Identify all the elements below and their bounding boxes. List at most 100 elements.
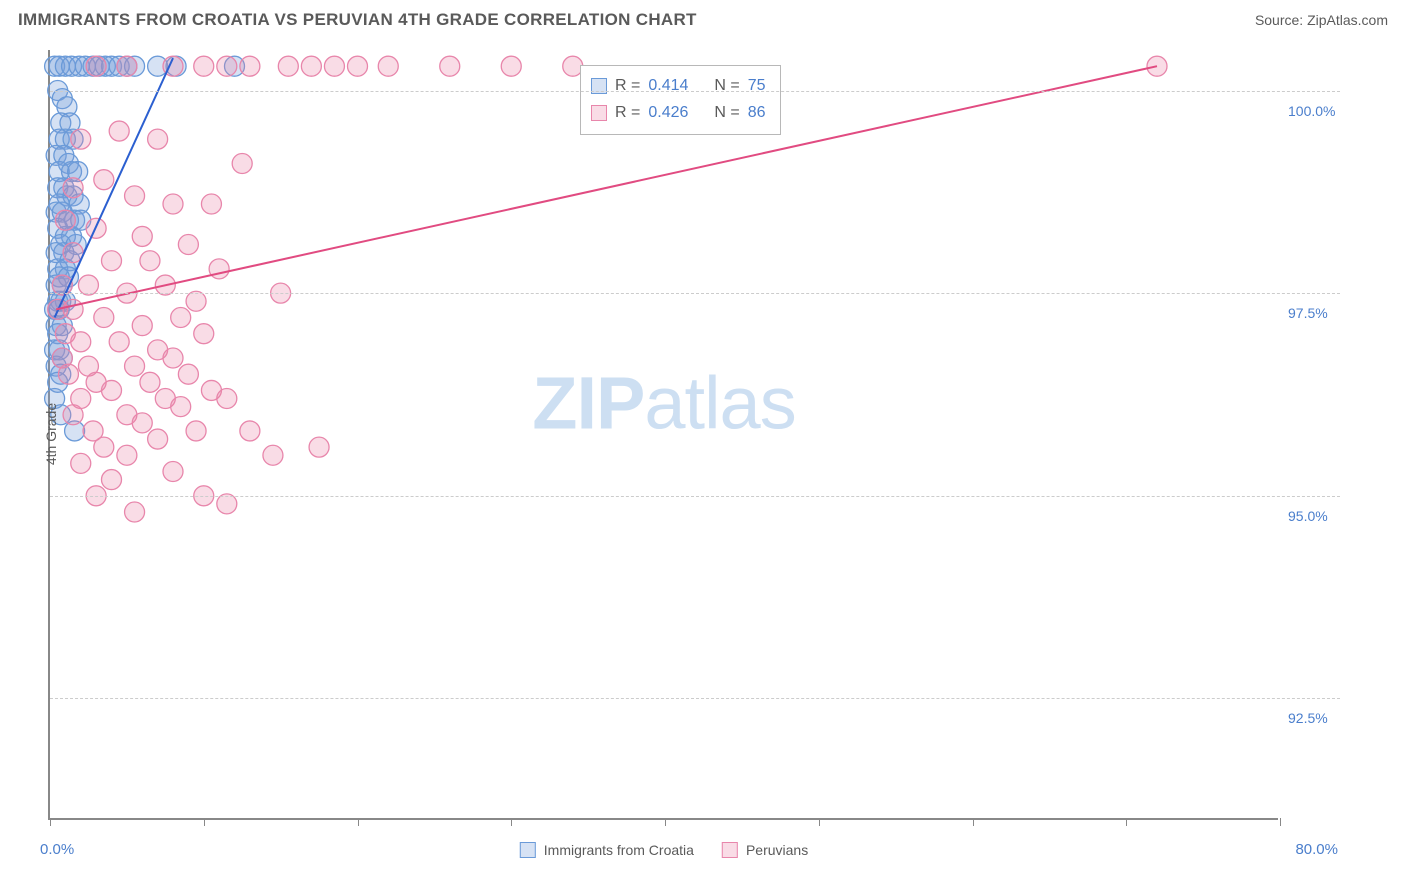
gridline-h (50, 496, 1340, 497)
scatter-point (117, 56, 137, 76)
stats-r-label: R = (615, 72, 640, 99)
chart-container: ZIPatlas R = 0.414N = 75R = 0.426N = 86 … (48, 50, 1388, 820)
scatter-point (240, 421, 260, 441)
legend-bottom: Immigrants from Croatia Peruvians (520, 842, 808, 858)
scatter-point (309, 437, 329, 457)
x-tick (50, 818, 51, 826)
scatter-point (125, 356, 145, 376)
scatter-svg (50, 50, 1280, 820)
legend-swatch-croatia (520, 842, 536, 858)
y-tick-label: 100.0% (1288, 103, 1378, 119)
scatter-point (78, 275, 98, 295)
scatter-point (171, 397, 191, 417)
scatter-point (194, 56, 214, 76)
scatter-point (217, 56, 237, 76)
x-tick (819, 818, 820, 826)
scatter-point (163, 194, 183, 214)
scatter-point (63, 178, 83, 198)
x-tick (1280, 818, 1281, 826)
scatter-point (278, 56, 298, 76)
y-tick-label: 92.5% (1288, 710, 1378, 726)
scatter-point (217, 494, 237, 514)
plot-area: ZIPatlas R = 0.414N = 75R = 0.426N = 86 … (48, 50, 1278, 820)
scatter-point (178, 235, 198, 255)
stats-legend-box: R = 0.414 N = 75 R = 0.426 N = 86 (580, 65, 781, 135)
legend-swatch-peruvians (722, 842, 738, 858)
gridline-h (50, 698, 1340, 699)
scatter-point (55, 210, 75, 230)
x-axis-max-label: 80.0% (1295, 841, 1338, 858)
stats-row: R = 0.414 N = 75 (591, 72, 766, 99)
scatter-point (125, 502, 145, 522)
scatter-point (102, 380, 122, 400)
scatter-point (140, 372, 160, 392)
legend-item-croatia: Immigrants from Croatia (520, 842, 694, 858)
scatter-point (140, 251, 160, 271)
scatter-point (217, 389, 237, 409)
scatter-point (171, 307, 191, 327)
x-tick (358, 818, 359, 826)
scatter-point (186, 291, 206, 311)
scatter-point (148, 429, 168, 449)
stats-swatch (591, 105, 607, 121)
stats-r-label: R = (615, 99, 640, 126)
x-tick (665, 818, 666, 826)
stats-r-value: 0.414 (648, 72, 688, 99)
scatter-point (132, 413, 152, 433)
scatter-point (186, 421, 206, 441)
scatter-point (94, 170, 114, 190)
x-tick (973, 818, 974, 826)
scatter-point (132, 226, 152, 246)
legend-label-peruvians: Peruvians (746, 842, 808, 858)
gridline-h (50, 91, 1340, 92)
y-tick-label: 97.5% (1288, 305, 1378, 321)
x-axis-min-label: 0.0% (40, 841, 74, 858)
scatter-point (163, 348, 183, 368)
scatter-point (301, 56, 321, 76)
legend-label-croatia: Immigrants from Croatia (544, 842, 694, 858)
scatter-point (440, 56, 460, 76)
scatter-point (102, 470, 122, 490)
scatter-point (201, 194, 221, 214)
source-label: Source: ZipAtlas.com (1255, 12, 1388, 28)
scatter-point (71, 129, 91, 149)
scatter-point (109, 332, 129, 352)
scatter-point (94, 307, 114, 327)
scatter-point (58, 364, 78, 384)
scatter-point (63, 299, 83, 319)
scatter-point (86, 56, 106, 76)
stats-row: R = 0.426 N = 86 (591, 99, 766, 126)
gridline-h (50, 293, 1340, 294)
scatter-point (117, 445, 137, 465)
scatter-point (324, 56, 344, 76)
chart-title: IMMIGRANTS FROM CROATIA VS PERUVIAN 4TH … (18, 10, 697, 30)
x-tick (511, 818, 512, 826)
stats-r-value: 0.426 (648, 99, 688, 126)
scatter-point (63, 405, 83, 425)
scatter-point (71, 332, 91, 352)
scatter-point (109, 121, 129, 141)
scatter-point (94, 437, 114, 457)
scatter-point (132, 316, 152, 336)
scatter-point (348, 56, 368, 76)
scatter-point (148, 129, 168, 149)
scatter-point (232, 153, 252, 173)
stats-n-value: 86 (748, 99, 766, 126)
scatter-point (194, 324, 214, 344)
scatter-point (501, 56, 521, 76)
scatter-point (178, 364, 198, 384)
scatter-point (263, 445, 283, 465)
stats-n-label: N = (714, 99, 739, 126)
x-tick (204, 818, 205, 826)
scatter-point (378, 56, 398, 76)
scatter-point (125, 186, 145, 206)
x-tick (1126, 818, 1127, 826)
scatter-point (163, 461, 183, 481)
legend-item-peruvians: Peruvians (722, 842, 808, 858)
stats-n-value: 75 (748, 72, 766, 99)
y-axis-title: 4th Grade (43, 403, 59, 465)
scatter-point (240, 56, 260, 76)
title-bar: IMMIGRANTS FROM CROATIA VS PERUVIAN 4TH … (0, 0, 1406, 38)
stats-n-label: N = (714, 72, 739, 99)
scatter-point (102, 251, 122, 271)
